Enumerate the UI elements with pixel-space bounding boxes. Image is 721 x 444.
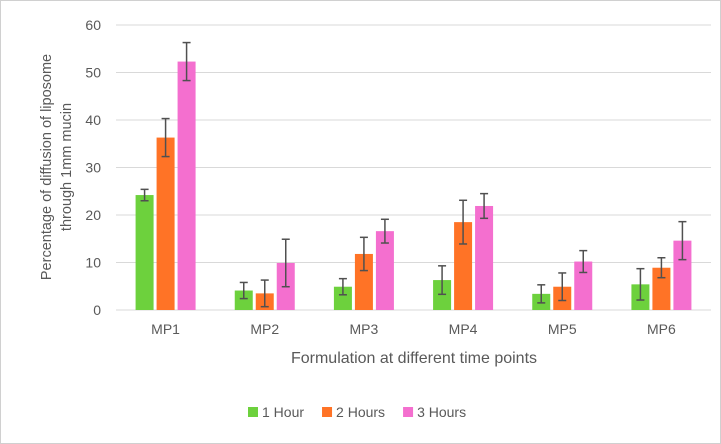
x-axis-label: Formulation at different time points bbox=[291, 350, 537, 367]
y-tick-label: 10 bbox=[85, 255, 101, 271]
x-tick-label: MP4 bbox=[449, 321, 478, 337]
error-bar bbox=[161, 117, 170, 158]
legend-label: 1 Hour bbox=[262, 404, 304, 420]
y-axis-label-line1: Percentage of diffusion of liposome bbox=[39, 54, 55, 280]
error-bar bbox=[380, 218, 389, 244]
bar-MP3-1 bbox=[354, 253, 373, 310]
bar-MP1-1 bbox=[156, 137, 175, 310]
y-axis-label-line2: through 1mm mucin bbox=[59, 103, 75, 231]
error-bar bbox=[579, 249, 588, 274]
bar-MP3-2 bbox=[375, 231, 394, 310]
error-bar bbox=[678, 220, 687, 261]
error-bar bbox=[459, 199, 468, 245]
error-bar bbox=[140, 188, 149, 202]
x-tick-label: MP6 bbox=[647, 321, 676, 337]
bar-MP1-0 bbox=[135, 195, 154, 310]
bar-MP4-2 bbox=[475, 205, 494, 310]
y-tick-label: 40 bbox=[85, 112, 101, 128]
legend-swatch bbox=[248, 407, 258, 417]
error-bar bbox=[338, 277, 347, 296]
error-bar bbox=[260, 279, 269, 308]
x-tick-label: MP2 bbox=[250, 321, 279, 337]
x-tick-label: MP5 bbox=[548, 321, 577, 337]
x-tick-label: MP1 bbox=[151, 321, 180, 337]
bar-MP3-0 bbox=[333, 286, 352, 310]
bar-MP4-1 bbox=[454, 222, 473, 310]
legend-swatch bbox=[322, 407, 333, 417]
error-bar bbox=[281, 238, 290, 288]
error-bar bbox=[480, 192, 489, 220]
bar-MP6-1 bbox=[652, 267, 671, 310]
error-bar bbox=[558, 272, 567, 302]
bar-MP1-2 bbox=[177, 61, 196, 311]
y-tick-label: 30 bbox=[85, 160, 101, 176]
y-tick-label: 60 bbox=[85, 17, 101, 33]
legend: 1 Hour 2 Hours 3 Hours bbox=[248, 404, 466, 420]
error-bar bbox=[182, 41, 191, 82]
bar-MP5-2 bbox=[574, 261, 593, 310]
y-tick-label: 0 bbox=[93, 302, 101, 318]
error-bar bbox=[537, 284, 546, 304]
error-bar bbox=[657, 257, 666, 279]
error-bar bbox=[636, 267, 645, 301]
bar-MP2-0 bbox=[234, 290, 253, 310]
error-bar bbox=[438, 265, 447, 296]
error-bar bbox=[239, 281, 248, 300]
y-tick-label: 20 bbox=[85, 207, 101, 223]
legend-swatch bbox=[403, 407, 414, 417]
bar-MP6-2 bbox=[673, 240, 692, 310]
error-bar bbox=[359, 236, 368, 272]
y-tick-label: 50 bbox=[85, 65, 101, 81]
legend-label: 3 Hours bbox=[417, 404, 466, 420]
legend-label: 2 Hours bbox=[336, 404, 385, 420]
x-tick-label: MP3 bbox=[350, 321, 379, 337]
